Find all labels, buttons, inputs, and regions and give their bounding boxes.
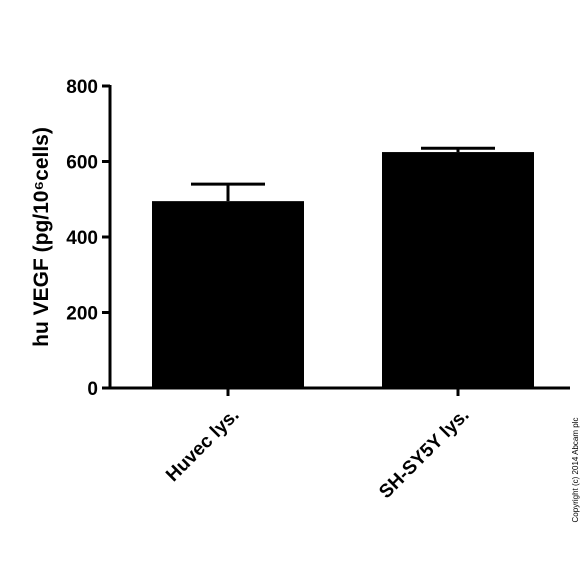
bar bbox=[152, 201, 304, 388]
copyright: Copyright (c) 2014 Abcam plc bbox=[571, 418, 580, 523]
y-tick-label: 400 bbox=[66, 228, 98, 249]
y-axis-label: hu VEGF (pg/10⁶cells) bbox=[30, 127, 53, 347]
x-tick-label: SH-SY5Y lys. bbox=[375, 405, 473, 503]
y-tick-label: 800 bbox=[66, 77, 98, 98]
y-tick-label: 200 bbox=[66, 304, 98, 325]
y-tick-label: 600 bbox=[66, 153, 98, 174]
x-tick-label: Huvec lys. bbox=[162, 405, 243, 486]
bar bbox=[382, 152, 534, 388]
y-tick-label: 0 bbox=[87, 379, 98, 400]
